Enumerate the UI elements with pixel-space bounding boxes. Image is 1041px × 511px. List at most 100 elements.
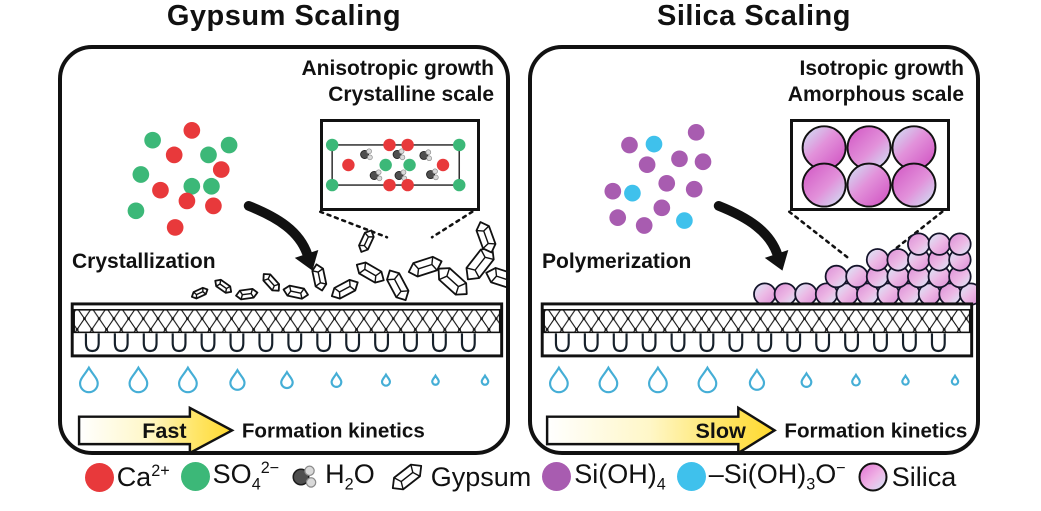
- membrane-pore: [612, 333, 628, 353]
- solute-dot-ca: [165, 146, 183, 164]
- gypsum-crystal: [190, 285, 210, 301]
- kinetics-label: Formation kinetics: [242, 420, 425, 443]
- water-droplet: [648, 366, 668, 394]
- silica-particle-icon: [858, 462, 888, 492]
- membrane-pore: [229, 333, 245, 353]
- gypsum-crystal: [483, 264, 506, 292]
- solute-dot-so4: [220, 136, 238, 154]
- membrane: [540, 302, 974, 358]
- process-arrowhead: [294, 250, 319, 271]
- solute-dot-sioh3o: [676, 212, 693, 229]
- so4-ion-icon: [180, 462, 210, 492]
- speed-label: Fast: [142, 418, 186, 443]
- water-droplet: [480, 374, 490, 386]
- water-molecule-icon: [419, 149, 433, 162]
- membrane-pore: [930, 333, 946, 353]
- gypsum-crystal: [212, 277, 234, 296]
- water-droplet: [280, 371, 294, 390]
- solute-dot-so4: [203, 177, 220, 195]
- solute-dot-sioh4: [687, 124, 705, 141]
- crystallization-label: Crystallization: [72, 250, 216, 273]
- water-droplet: [128, 366, 149, 394]
- ca-ion-icon: [84, 462, 114, 492]
- silica-panel-title: Silica Scaling: [657, 0, 851, 32]
- membrane-pore: [460, 333, 476, 353]
- silica-particle: [907, 232, 931, 256]
- legend: Ca2+ SO42− H2O Gypsum Si(OH)4 –Si(OH)3O− Silic…: [0, 455, 1041, 499]
- solute-dot-ca: [178, 192, 196, 210]
- speed-label: Slow: [695, 418, 746, 443]
- membrane-pore: [844, 333, 860, 353]
- lattice-ion-so4: [325, 178, 339, 192]
- silica-particle: [845, 264, 869, 289]
- gypsum-crystal: [259, 270, 283, 295]
- kinetics-arrow: [77, 405, 235, 451]
- water-droplet: [178, 366, 198, 394]
- caption-line-2: Amorphous scale: [787, 83, 964, 106]
- membrane-pore: [786, 333, 802, 353]
- solute-dot-sioh4: [635, 217, 653, 234]
- legend-label-sioh4: Si(OH)4: [574, 459, 666, 494]
- solute-dot-sioh4: [658, 174, 676, 192]
- gypsum-crystal: [310, 262, 328, 293]
- membrane-pore: [142, 333, 158, 353]
- silica-particle: [773, 282, 798, 306]
- lattice-ion-so4: [453, 138, 466, 152]
- legend-item-gypsum: Gypsum: [386, 455, 532, 499]
- water-droplet: [950, 374, 960, 386]
- membrane-pore: [345, 333, 361, 353]
- silica-inset-caption: Isotropic growth Amorphous scale: [788, 56, 964, 108]
- water-droplet: [851, 373, 861, 387]
- silica-particle: [865, 248, 890, 272]
- membrane-pore: [728, 333, 744, 353]
- membrane-pore: [670, 333, 686, 353]
- membrane-pore: [316, 333, 332, 353]
- solute-dot-ca: [152, 181, 169, 199]
- caption-line-2: Crystalline scale: [328, 83, 494, 106]
- water-droplet: [800, 372, 813, 388]
- legend-item-so4: SO42−: [180, 459, 280, 494]
- lattice-ion-ca: [383, 178, 396, 192]
- membrane-pore: [200, 333, 216, 353]
- legend-label-silica: Silica: [891, 461, 957, 492]
- lattice-ion-so4: [453, 178, 466, 192]
- amorphous-structure-inset: [790, 119, 950, 211]
- silica-sphere: [846, 162, 892, 208]
- silica-panel-canvas: Slow Formation kinetics: [540, 124, 976, 451]
- water-droplet: [548, 366, 569, 394]
- gypsum-crystal-icon: [387, 459, 427, 495]
- lattice-ion-ca: [401, 138, 414, 152]
- legend-label-ca: Ca2+: [116, 461, 170, 492]
- kinetics-arrow: [545, 405, 777, 451]
- gypsum-crystal: [473, 219, 499, 256]
- legend-item-h2o: H2O: [290, 459, 375, 494]
- sioh4-ion-icon: [542, 462, 572, 492]
- legend-label-so4: SO42−: [212, 459, 280, 494]
- membrane-pore: [554, 333, 570, 353]
- legend-item-ca: Ca2+: [84, 461, 170, 493]
- lattice-ion-so4: [403, 158, 416, 172]
- lattice-ion-ca: [383, 138, 396, 152]
- solute-dot-so4: [132, 166, 150, 183]
- gypsum-crystal: [328, 276, 362, 303]
- gypsum-panel: Fast Formation kinetics Anisotropic growt…: [58, 45, 510, 455]
- solute-dot-sioh4: [653, 199, 671, 217]
- legend-item-silica: Silica: [857, 461, 957, 493]
- membrane-pore: [171, 333, 187, 353]
- solute-dot-so4: [183, 177, 201, 195]
- gypsum-crystal: [353, 258, 388, 287]
- membrane-selective-layer: [543, 309, 971, 334]
- solute-dot-sioh4: [609, 209, 627, 226]
- lattice-ion-so4: [325, 138, 339, 152]
- kinetics-label: Formation kinetics: [784, 420, 967, 443]
- inset-callout-dotted-line: [788, 210, 850, 260]
- legend-label-h2o: H2O: [325, 459, 375, 494]
- unit-cell-outline: [331, 144, 461, 186]
- crystal-structure-inset: [320, 119, 480, 211]
- gypsum-inset-caption: Anisotropic growth Crystalline scale: [302, 56, 495, 108]
- legend-label-gypsum: Gypsum: [430, 461, 532, 492]
- legend-label-sioh3o: –Si(OH)3O−: [708, 459, 846, 494]
- legend-item-sioh3o: –Si(OH)3O−: [676, 459, 846, 494]
- solute-dot-sioh4: [638, 156, 656, 174]
- membrane-pore: [699, 333, 715, 353]
